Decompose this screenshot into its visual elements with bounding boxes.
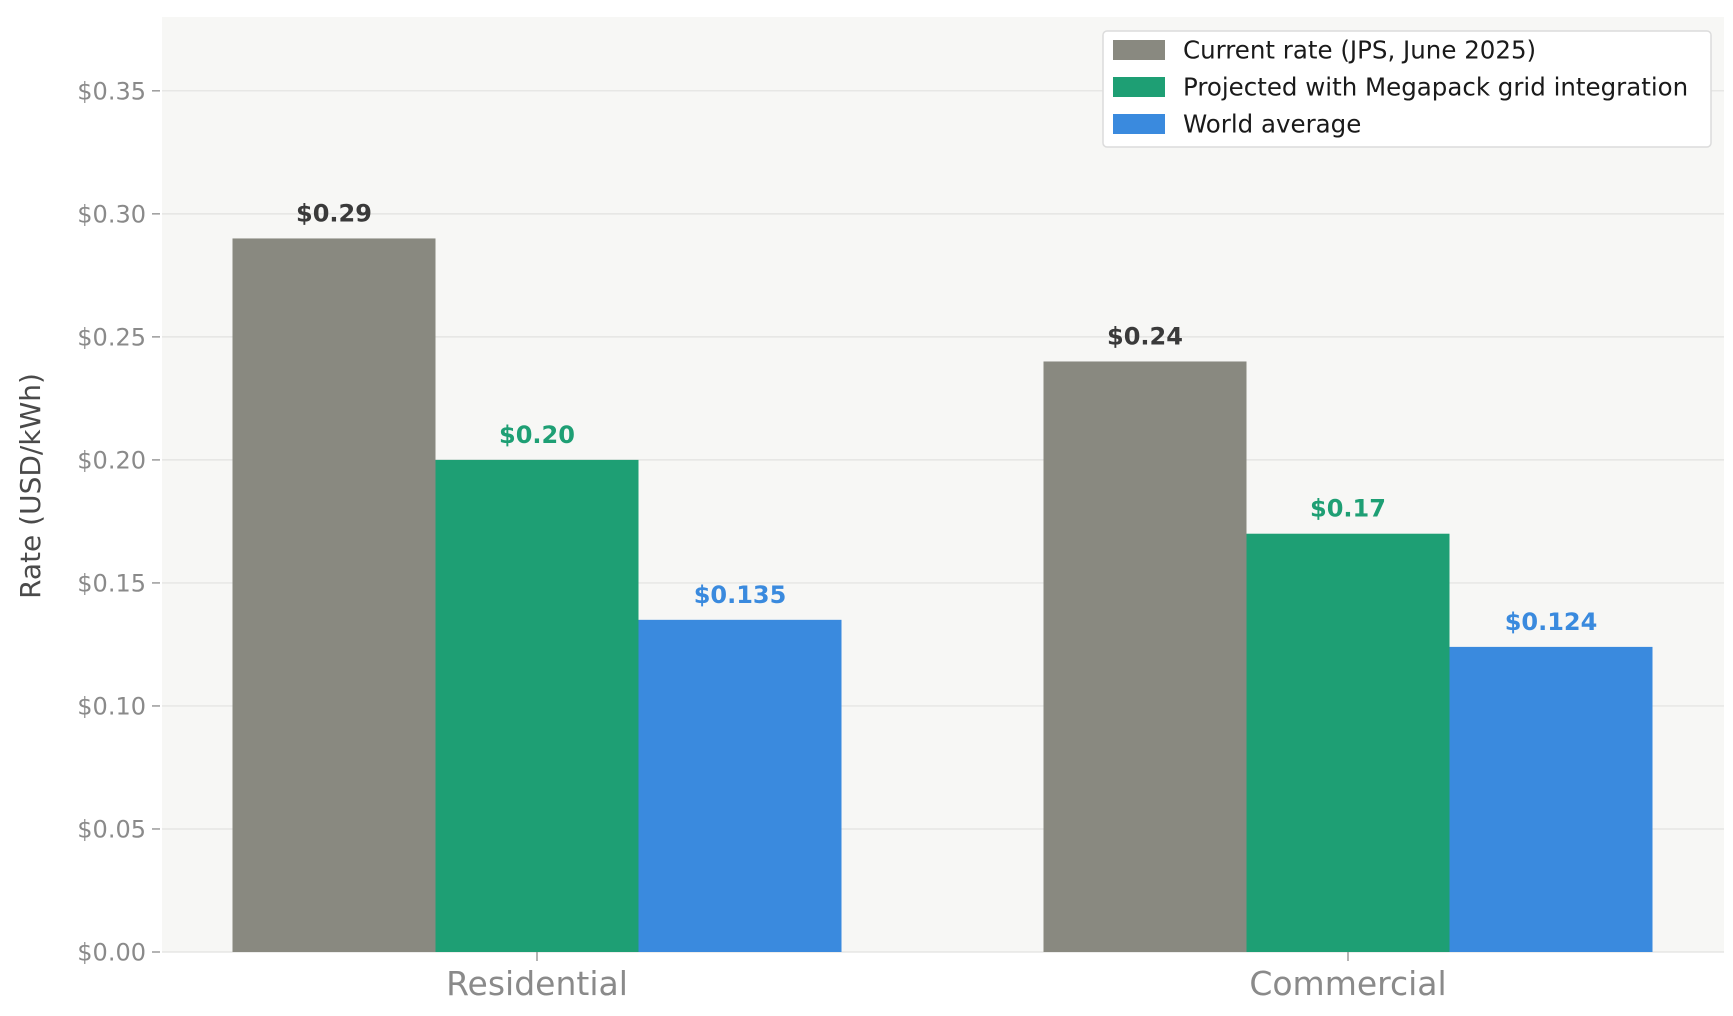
bar-value-label: $0.20: [499, 421, 575, 449]
y-tick-label: $0.15: [77, 569, 146, 597]
legend-box: [1102, 30, 1712, 148]
x-category-label: Commercial: [1249, 964, 1446, 1003]
y-tick-label: $0.35: [77, 77, 146, 105]
bar-residential-series-1: [232, 238, 436, 952]
y-axis-title: Rate (USD/kWh): [14, 373, 47, 599]
bar-commercial-series-2: [1246, 533, 1450, 952]
legend-swatch: [1113, 40, 1165, 60]
bar-residential-series-3: [638, 619, 842, 952]
bar-value-label: $0.17: [1310, 495, 1386, 523]
y-tick-label: $0.20: [77, 446, 146, 474]
x-axis: Residential Commercial: [446, 952, 1447, 1003]
y-axis: $0.00 $0.05 $0.10 $0.15 $0.20 $0.25 $0.30 $0.35: [77, 77, 160, 967]
y-tick-label: $0.05: [77, 815, 146, 843]
bar-value-labels: $0.29 $0.20 $0.135 $0.24 $0.17 $0.124: [296, 199, 1597, 635]
legend-swatch: [1113, 77, 1165, 97]
y-tick-label: $0.00: [77, 939, 146, 967]
y-tick-label: $0.10: [77, 692, 146, 720]
bar-value-label: $0.29: [296, 199, 372, 227]
y-tick-label: $0.30: [77, 200, 146, 228]
y-tick-label: $0.25: [77, 323, 146, 351]
bars: [232, 238, 1653, 952]
legend-entry-label: World average: [1183, 110, 1361, 139]
legend-swatch: [1113, 114, 1165, 134]
legend-entry-label: Projected with Megapack grid integration: [1183, 73, 1688, 102]
bar-residential-series-2: [435, 459, 639, 952]
bar-commercial-series-3: [1449, 646, 1653, 952]
bar-commercial-series-1: [1043, 361, 1247, 952]
legend: Current rate (JPS, June 2025) Projected w…: [1102, 30, 1712, 148]
bar-value-label: $0.135: [694, 581, 787, 609]
legend-entry-label: Current rate (JPS, June 2025): [1183, 36, 1536, 65]
bar-value-label: $0.124: [1505, 608, 1598, 636]
x-category-label: Residential: [446, 964, 628, 1003]
bar-value-label: $0.24: [1107, 322, 1183, 350]
